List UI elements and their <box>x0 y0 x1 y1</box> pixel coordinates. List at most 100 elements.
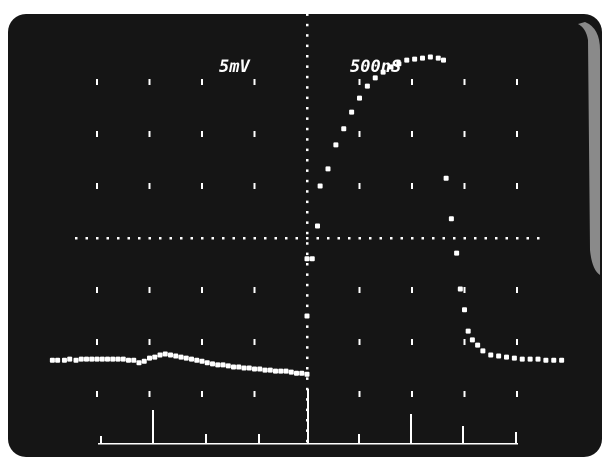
trace-point <box>273 368 278 374</box>
graticule-mark <box>96 79 98 85</box>
trace-point <box>325 166 331 172</box>
trace-point <box>55 357 61 363</box>
center-axis-dot <box>421 237 424 240</box>
graticule-mark <box>358 183 361 189</box>
center-axis-dot <box>442 237 445 240</box>
graticule-mark <box>96 131 98 137</box>
center-axis-dot <box>337 237 340 240</box>
center-axis-dot <box>463 237 466 240</box>
graticule-mark <box>463 287 466 293</box>
trace-point <box>141 358 147 364</box>
graticule-mark <box>463 131 466 137</box>
center-axis-dot <box>306 190 309 193</box>
marker-tick <box>358 434 360 444</box>
trace-point <box>220 362 226 368</box>
trace-point <box>105 356 110 362</box>
center-axis-dot <box>306 304 309 308</box>
center-axis-dot <box>306 55 309 58</box>
trace-point <box>183 355 189 361</box>
trace-point <box>283 368 289 374</box>
trace-point <box>194 357 200 363</box>
graticule-mark <box>463 339 466 345</box>
graticule-mark <box>516 287 518 293</box>
center-axis-dot <box>180 237 183 240</box>
trace-point <box>99 356 105 362</box>
center-axis-dot <box>306 252 309 256</box>
crt-screen <box>8 14 602 457</box>
graticule-mark <box>516 183 518 189</box>
graticule-mark <box>358 287 361 293</box>
graticule-mark <box>148 79 151 85</box>
trace-point <box>317 183 323 189</box>
trace-point <box>236 364 242 370</box>
marker-tick <box>152 410 154 444</box>
graticule-mark <box>201 79 203 85</box>
trace-point <box>315 223 320 229</box>
center-axis-dot <box>306 96 309 100</box>
trace <box>49 54 565 377</box>
graticule-mark <box>411 183 413 189</box>
graticule-mark <box>463 391 466 397</box>
trace-point <box>420 55 425 61</box>
graticule-mark <box>253 131 256 137</box>
trace-point <box>84 356 89 362</box>
center-axis-dot <box>453 237 456 240</box>
trace-point <box>89 356 95 362</box>
trace-point <box>126 357 131 363</box>
trace-point <box>527 356 533 362</box>
graticule-mark <box>358 131 361 137</box>
trace-point <box>504 354 509 360</box>
graticule-mark <box>516 79 518 85</box>
trace-point <box>519 356 525 362</box>
trace-point <box>511 355 517 361</box>
graticule-mark <box>463 79 466 85</box>
trace-point <box>349 109 355 115</box>
trace-point <box>288 369 294 375</box>
marker-tick <box>205 434 207 444</box>
center-axis-dot <box>306 65 309 68</box>
center-axis-dot <box>306 346 309 349</box>
center-axis-dot <box>306 231 309 235</box>
center-axis-dot <box>159 237 162 240</box>
center-axis-dot <box>306 179 309 183</box>
center-axis-dot <box>306 117 309 120</box>
center-axis-dot <box>306 23 309 27</box>
trace-point <box>457 286 463 292</box>
center-axis-dot <box>243 237 246 240</box>
center-axis-dot <box>306 138 309 141</box>
trace-point <box>173 353 179 359</box>
center-axis-dot <box>253 237 256 240</box>
volts-per-div-label: 5mV <box>219 57 250 77</box>
center-axis-dot <box>306 13 309 16</box>
trace-point <box>454 250 460 256</box>
graticule-mark <box>358 391 361 397</box>
center-axis-dot <box>148 237 151 240</box>
marker-tick <box>258 434 260 444</box>
trace-point <box>488 352 494 358</box>
center-axis-dot <box>348 237 351 240</box>
center-axis-dot <box>306 377 309 380</box>
center-axis-dot <box>274 237 277 240</box>
center-axis-dot <box>96 237 99 240</box>
graticule-mark <box>516 339 518 345</box>
trace-point <box>67 356 73 362</box>
trace-point <box>157 352 163 358</box>
bottom-edge <box>90 457 550 467</box>
graticule-mark <box>253 79 256 85</box>
center-axis-dot <box>495 237 498 240</box>
graticule-mark <box>201 339 203 345</box>
trace-point <box>372 75 378 81</box>
graticule-mark <box>411 339 413 345</box>
trace-point <box>304 313 310 319</box>
trace-point <box>294 370 299 376</box>
marker-tick <box>307 389 309 444</box>
trace-point <box>404 57 410 63</box>
center-axis-dot <box>306 127 309 131</box>
graticule-mark <box>253 391 256 397</box>
center-axis-dot <box>306 263 309 266</box>
center-axis-dot <box>390 237 393 240</box>
graticule-mark <box>148 391 151 397</box>
center-axis-dot <box>516 237 519 240</box>
trace-point <box>309 256 315 262</box>
center-axis-dot <box>285 237 288 240</box>
